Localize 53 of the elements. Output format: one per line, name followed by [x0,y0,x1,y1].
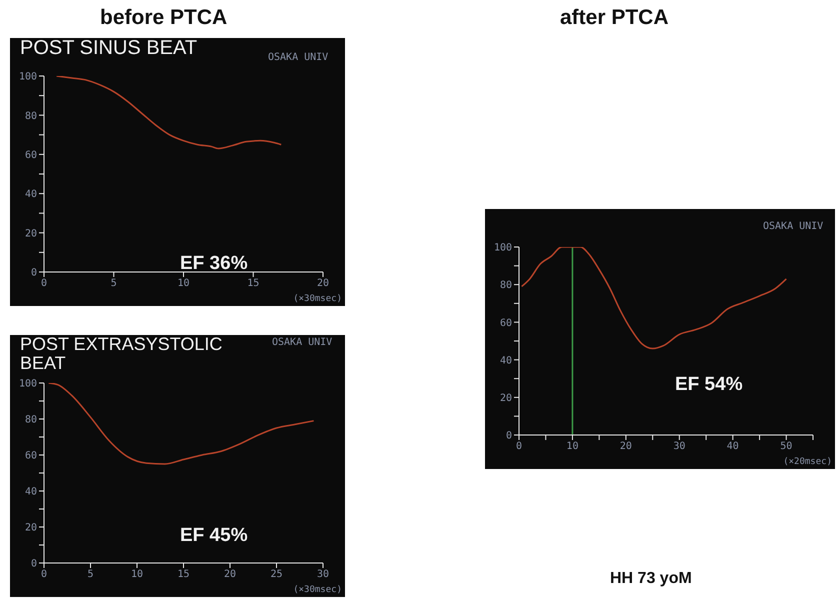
y-tick-label: 80 [24,414,37,426]
y-tick-label: 20 [24,522,37,534]
y-tick-label: 80 [500,280,512,292]
x-tick-label: 0 [40,569,48,580]
y-tick-label: 100 [18,72,37,83]
x-tick-label: 5 [110,278,117,290]
text: HH 73 yoM [610,570,692,588]
x-tick-label: 25 [270,569,283,580]
chart-subtitle: POST SINUS BEAT [20,37,198,59]
x-tick-label: 10 [566,441,578,452]
x-tick-label: 20 [620,441,632,452]
y-tick-label: 60 [24,450,37,462]
x-tick-label: 10 [177,278,190,290]
y-tick-label: 100 [18,378,37,390]
x-tick-label: 50 [780,441,792,452]
y-tick-label: 20 [24,228,37,240]
y-tick-label: 80 [24,110,37,122]
y-tick-label: 40 [24,189,37,200]
chart-title: after PTCA [560,6,669,30]
x-tick-label: 30 [316,569,330,580]
annotation: EF 45% [180,525,248,547]
text: OSAKA UNIV [272,337,332,348]
x-tick-label: 15 [247,278,260,290]
chart-subtitle: POST EXTRASYSTOLIC BEAT [20,334,224,373]
x-axis-title: (×30msec) [293,585,342,595]
x-tick-label: 5 [87,569,94,580]
text: OSAKA UNIV [268,52,328,63]
x-tick-label: 20 [316,278,330,290]
x-tick-label: 0 [40,278,48,290]
y-tick-label: 40 [24,486,37,498]
annotation: EF 36% [180,253,248,275]
y-tick-label: 20 [500,392,512,404]
chart-title: before PTCA [100,6,228,30]
x-tick-label: 20 [224,569,236,580]
y-tick-label: 0 [30,268,37,279]
line-series [56,76,282,150]
y-tick-label: 0 [506,430,512,442]
x-tick-label: 30 [673,441,686,452]
x-tick-label: 10 [130,569,144,580]
x-tick-label: 40 [726,441,739,452]
annotation: EF 54% [675,374,743,396]
line-series [520,247,788,350]
x-tick-label: 15 [177,569,190,580]
y-tick-label: 100 [494,242,512,254]
x-axis-title: (×20msec) [783,457,832,467]
x-axis-title: (×30msec) [293,294,342,304]
text: OSAKA UNIV [763,221,824,232]
y-tick-label: 60 [500,318,512,329]
y-tick-label: 0 [30,558,37,570]
y-tick-label: 40 [500,355,512,366]
y-tick-label: 60 [24,150,37,161]
line-series [48,383,314,465]
x-tick-label: 0 [516,441,522,452]
